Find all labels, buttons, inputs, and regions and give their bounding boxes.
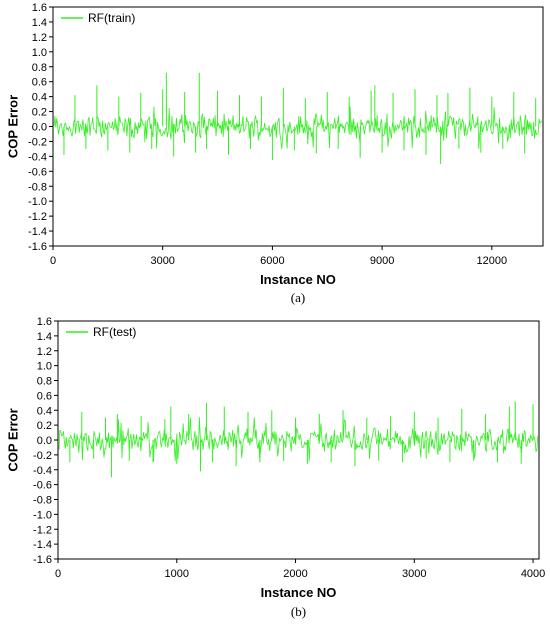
y-tick-label: -1.0 xyxy=(28,196,47,208)
series-noise-band xyxy=(58,417,539,462)
y-tick-label: -1.2 xyxy=(28,211,47,223)
y-axis-title: COP Error xyxy=(5,95,20,158)
x-tick-label: 12000 xyxy=(477,255,508,267)
legend-label: RF(train) xyxy=(88,11,135,25)
y-tick-label: 0.0 xyxy=(37,435,52,447)
y-tick-label: 1.6 xyxy=(32,2,47,14)
x-tick-label: 3000 xyxy=(402,568,426,580)
x-axis-title: Instance NO xyxy=(260,272,336,287)
y-tick-label: 1.0 xyxy=(37,361,52,373)
y-tick-label: -0.6 xyxy=(28,166,47,178)
y-tick-label: -0.2 xyxy=(33,450,52,462)
x-tick-label: 4000 xyxy=(521,568,545,580)
y-tick-label: 1.4 xyxy=(37,331,52,343)
series-noise-band xyxy=(53,106,543,150)
y-tick-label: -1.0 xyxy=(33,509,52,521)
x-tick-label: 0 xyxy=(55,568,61,580)
x-axis-ticks: 0 1000 2000 3000 4000 xyxy=(55,559,545,580)
y-tick-label: -1.4 xyxy=(28,226,47,238)
y-tick-label: 0.4 xyxy=(37,405,52,417)
y-tick-label: 0.6 xyxy=(32,77,47,89)
y-tick-label: -0.2 xyxy=(28,136,47,148)
y-tick-label: -0.8 xyxy=(33,495,52,507)
y-tick-label: -1.6 xyxy=(28,241,47,253)
y-tick-label: -0.4 xyxy=(33,465,52,477)
x-tick-label: 1000 xyxy=(165,568,189,580)
y-tick-label: 0.2 xyxy=(32,107,47,119)
y-tick-label: 0.8 xyxy=(32,62,47,74)
x-tick-label: 3000 xyxy=(150,255,174,267)
y-tick-label: 1.4 xyxy=(32,17,47,29)
y-tick-label: 1.2 xyxy=(32,32,47,44)
y-tick-label: 0.0 xyxy=(32,122,47,134)
y-tick-label: -0.4 xyxy=(28,151,47,163)
x-tick-label: 2000 xyxy=(283,568,307,580)
y-tick-label: -0.8 xyxy=(28,181,47,193)
y-tick-label: 1.2 xyxy=(37,346,52,358)
panel-caption: (b) xyxy=(291,604,306,619)
series-layer xyxy=(52,72,544,164)
y-tick-label: 1.6 xyxy=(37,316,52,328)
legend: RF(train) xyxy=(61,11,135,25)
series-layer xyxy=(57,401,540,478)
y-tick-label: 0.8 xyxy=(37,376,52,388)
x-tick-label: 9000 xyxy=(370,255,394,267)
y-tick-label: 0.6 xyxy=(37,390,52,402)
panel-caption: (a) xyxy=(291,290,305,305)
x-axis-title: Instance NO xyxy=(261,585,337,600)
y-axis-ticks: 1.6 1.4 1.2 1.0 0.8 0.6 0.4 0.2 0.0 -0.2 -0.4 -0.6 -… xyxy=(33,316,58,566)
y-axis-title: COP Error xyxy=(5,408,20,471)
y-axis-ticks: 1.6 1.4 1.2 1.0 0.8 0.6 0.4 0.2 0.0 -0.2 -0.4 -0.6 -… xyxy=(28,2,53,253)
chart-panel-a: 1.6 1.4 1.2 1.0 0.8 0.6 0.4 0.2 0.0 -0.2 -0.4 -0.6 -… xyxy=(5,2,544,305)
x-tick-label: 0 xyxy=(50,255,56,267)
y-tick-label: -1.6 xyxy=(33,554,52,566)
x-tick-label: 6000 xyxy=(260,255,284,267)
y-tick-label: 0.4 xyxy=(32,92,47,104)
x-axis-ticks: 0 3000 6000 9000 12000 xyxy=(50,246,507,267)
y-tick-label: -0.6 xyxy=(33,480,52,492)
y-tick-label: 1.0 xyxy=(32,47,47,59)
y-tick-label: -1.2 xyxy=(33,524,52,536)
y-tick-label: 0.2 xyxy=(37,420,52,432)
legend-label: RF(test) xyxy=(93,325,136,339)
y-tick-label: -1.4 xyxy=(33,539,52,551)
legend: RF(test) xyxy=(66,325,136,339)
chart-panel-b: 1.6 1.4 1.2 1.0 0.8 0.6 0.4 0.2 0.0 -0.2 -0.4 -0.6 -… xyxy=(5,316,545,619)
